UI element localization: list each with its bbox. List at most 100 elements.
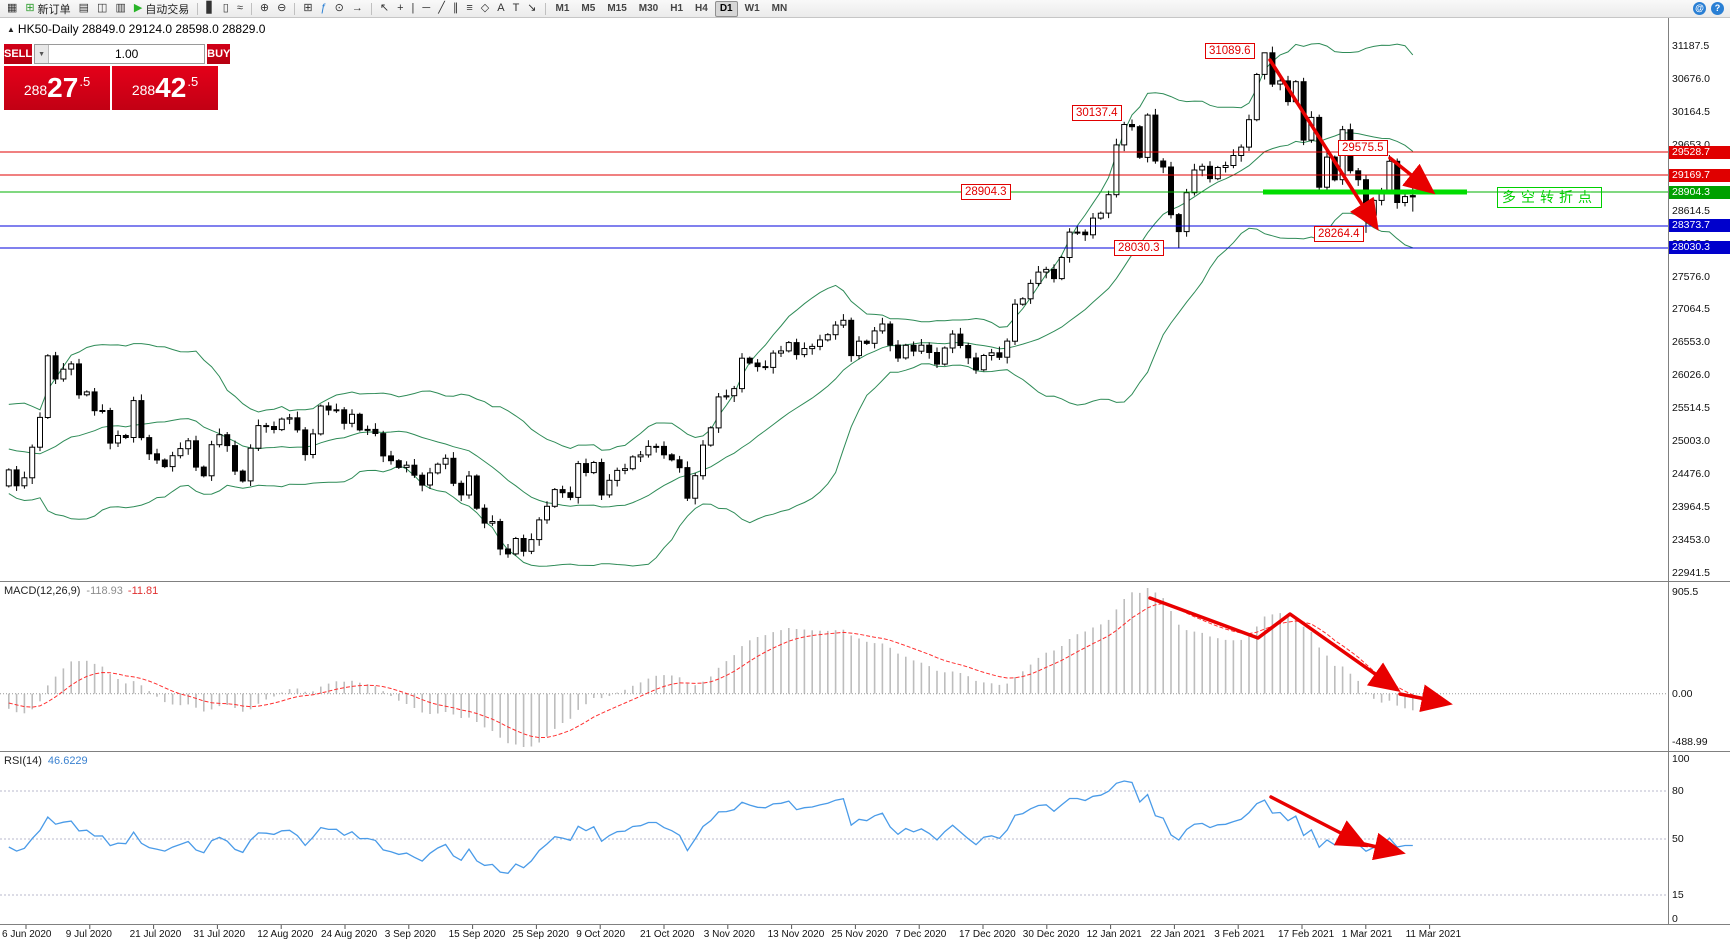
- candlestick-chart-icon: ▯: [222, 2, 229, 14]
- chart-window-icon: ▦: [7, 2, 18, 14]
- rsi-indicator-label: RSI(14) 46.6229: [4, 755, 88, 767]
- timeframe-d1-button[interactable]: D1: [714, 0, 738, 17]
- text-icon: A: [497, 2, 505, 14]
- autotrade-button-label: 自动交易: [145, 3, 190, 16]
- new-order-button-label: 新订单: [37, 3, 71, 16]
- line-chart-icon: ≈: [236, 2, 243, 14]
- trade-panel-price-row: 288 27.5 288 42.5: [4, 66, 218, 110]
- autotrade-play-icon: ▶: [133, 2, 143, 14]
- toolbar-separator: [370, 2, 372, 15]
- macd-indicator-label: MACD(12,26,9) -118.93 -11.81: [4, 585, 158, 597]
- terminal-icon: ▥: [115, 2, 126, 14]
- toolbar-separator: [544, 2, 546, 15]
- chart-shift-icon: →: [351, 2, 363, 14]
- sell-price-panel[interactable]: 288 27.5: [4, 66, 110, 110]
- chart-title-icon: ▲: [7, 25, 15, 34]
- candlestick-chart-button[interactable]: ▯: [219, 0, 233, 17]
- channel-button[interactable]: ∥: [449, 0, 463, 17]
- data-window-button[interactable]: ◫: [93, 0, 111, 17]
- chart-window-button[interactable]: ▦: [3, 0, 21, 17]
- timeframe-m30-button[interactable]: M30: [638, 2, 659, 14]
- volume-dropdown-button[interactable]: ▼: [35, 45, 50, 63]
- crosshair-button[interactable]: +: [393, 0, 407, 17]
- timeframe-m15-button[interactable]: M15: [607, 2, 627, 14]
- bar-chart-icon: ▋: [206, 2, 215, 14]
- timeframe-m1-button[interactable]: M1: [555, 2, 570, 14]
- buy-button[interactable]: BUY: [207, 44, 231, 64]
- new-order-icon: ⊞: [25, 2, 35, 14]
- vertical-line-button[interactable]: |: [408, 0, 419, 17]
- timeframe-m5-button[interactable]: M5: [581, 2, 596, 14]
- rsi-line: [8, 780, 1413, 874]
- toolbar-separator: [250, 2, 252, 15]
- timeframe-mn-button[interactable]: MN: [771, 2, 788, 14]
- bid-price-big-digits: 27: [47, 72, 79, 103]
- text-label-button[interactable]: T: [509, 0, 524, 17]
- bollinger-lower-band: [8, 212, 1413, 567]
- cursor-button[interactable]: ↖: [376, 0, 393, 17]
- bollinger-upper-band: [8, 42, 1414, 451]
- trendline-icon: ╱: [438, 2, 445, 14]
- toolbar-separator: [197, 2, 199, 15]
- zoom-in-icon: ⊕: [259, 2, 270, 14]
- zoom-in-button[interactable]: ⊕: [256, 0, 273, 17]
- text-label-icon: T: [512, 2, 520, 14]
- tile-windows-button[interactable]: ⊞: [299, 0, 316, 17]
- macd-histogram: [8, 588, 1414, 747]
- bar-chart-button[interactable]: ▋: [202, 0, 218, 17]
- timeframe-h1-button[interactable]: H1: [670, 2, 684, 14]
- community-button[interactable]: @: [1693, 2, 1706, 15]
- crosshair-icon: +: [397, 2, 404, 14]
- chart-title-text: HK50-Daily 28849.0 29124.0 28598.0 28829…: [17, 22, 266, 36]
- autotrade-button[interactable]: ▶ 自动交易: [130, 0, 193, 17]
- data-window-icon: ◫: [97, 2, 108, 14]
- buy-price-panel[interactable]: 288 42.5: [112, 66, 218, 110]
- auto-scroll-button[interactable]: ⊙: [331, 0, 348, 17]
- market-watch-button[interactable]: ▤: [75, 0, 93, 17]
- toolbar-separator: [294, 2, 296, 15]
- bid-price-decimal: .5: [79, 74, 91, 89]
- arrow-tool-icon: ↘: [527, 2, 537, 14]
- trend-arrows-rsi[interactable]: [1269, 795, 1406, 861]
- new-order-button[interactable]: ⊞ 新订单: [21, 0, 74, 17]
- trendline-button[interactable]: ╱: [434, 0, 449, 17]
- chart-shift-button[interactable]: →: [348, 0, 367, 17]
- text-button[interactable]: A: [493, 0, 508, 17]
- sell-button[interactable]: SELL: [4, 44, 33, 64]
- volume-input[interactable]: [49, 45, 205, 63]
- vertical-line-icon: |: [411, 2, 415, 14]
- toolbar-right-icons: @?: [1693, 2, 1724, 15]
- fibonacci-button[interactable]: ≡: [462, 0, 476, 17]
- toolbar: ▦ ⊞ 新订单 ▤ ◫ ▥ ▶ 自动交易 ▋ ▯ ≈ ⊕ ⊖ ⊞ ƒ ⊙ → ↖ + | ─ ╱ ∥ ≡ ◇ A T ↘ M1 M5 M15…: [0, 0, 1730, 18]
- market-watch-icon: ▤: [78, 2, 90, 14]
- indicators-icon: ƒ: [320, 2, 327, 14]
- ask-price-decimal: .5: [187, 74, 199, 89]
- shapes-button[interactable]: ◇: [477, 0, 493, 17]
- macd-main-value: -118.93: [86, 585, 123, 597]
- line-chart-button[interactable]: ≈: [233, 0, 247, 17]
- ask-price-prefix: 288: [131, 82, 156, 98]
- trade-panel-header-row: SELL ▼ BUY: [4, 44, 231, 64]
- zoom-out-icon: ⊖: [277, 2, 287, 14]
- horizontal-line-icon: ─: [422, 2, 431, 14]
- bollinger-middle-band: [8, 132, 1414, 508]
- trend-arrows-macd[interactable]: [1148, 596, 1453, 713]
- terminal-button[interactable]: ▥: [111, 0, 129, 17]
- timeframe-h4-button[interactable]: H4: [695, 2, 708, 14]
- arrow-tool-button[interactable]: ↘: [523, 0, 540, 17]
- horizontal-line-button[interactable]: ─: [418, 0, 434, 17]
- macd-signal-value: -11.81: [127, 585, 159, 597]
- zoom-out-button[interactable]: ⊖: [273, 0, 290, 17]
- main-price-panel[interactable]: [0, 42, 1668, 567]
- auto-scroll-icon: ⊙: [334, 2, 344, 14]
- rsi-value: 46.6229: [47, 755, 88, 767]
- trend-arrows-main[interactable]: [1268, 58, 1436, 231]
- help-button[interactable]: ?: [1711, 2, 1724, 15]
- rsi-panel[interactable]: [0, 780, 1668, 896]
- timeframe-w1-button[interactable]: W1: [744, 2, 760, 14]
- indicators-button[interactable]: ƒ: [317, 0, 331, 17]
- macd-panel[interactable]: [0, 588, 1668, 747]
- tile-windows-icon: ⊞: [303, 2, 313, 14]
